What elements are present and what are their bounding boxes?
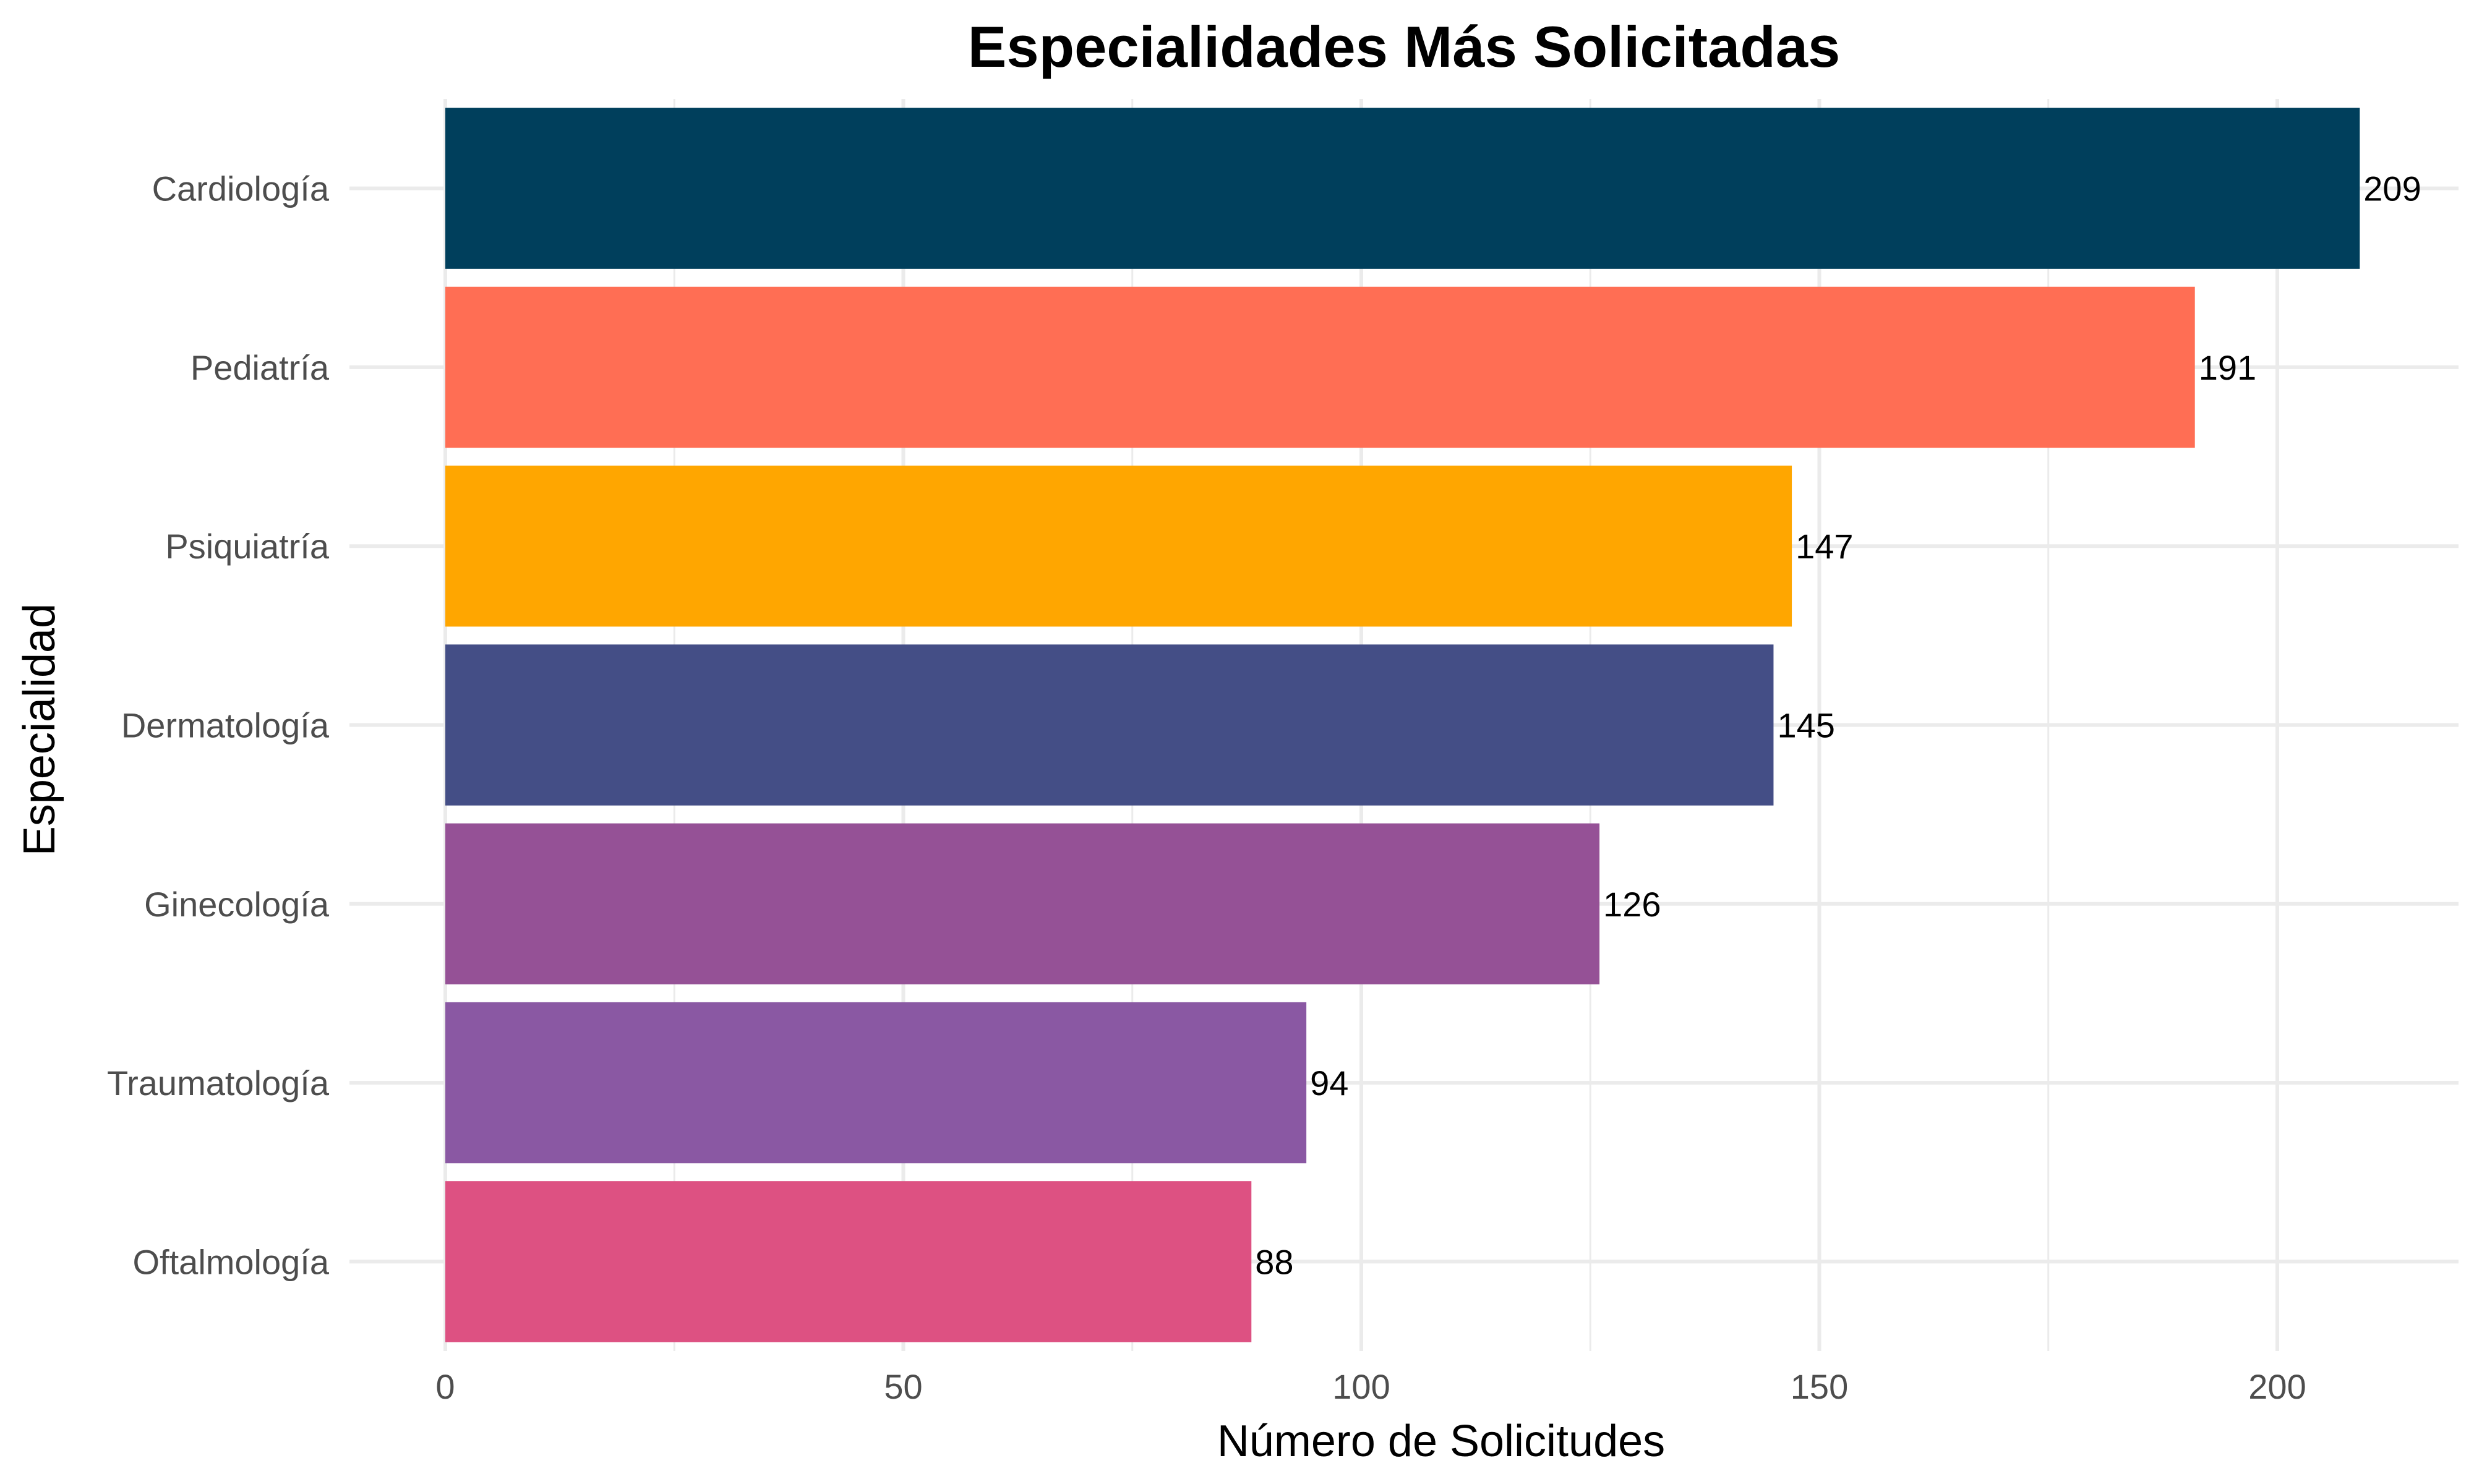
y-axis-ticks: Cardiología Pediatría Psiquiatría Dermatolo… (107, 169, 330, 1282)
x-tick-label: 0 (435, 1367, 455, 1406)
bar (445, 1181, 1252, 1342)
bar-data-label: 145 (1777, 706, 1834, 745)
bar (445, 644, 1774, 806)
data-labels: 209 191 147 145 126 94 88 (1255, 169, 2421, 1282)
bar-data-label: 126 (1603, 885, 1661, 924)
x-axis-ticks: 0 50 100 150 200 (435, 1367, 2306, 1406)
bar-data-label: 94 (1310, 1064, 1348, 1102)
bar-data-label: 88 (1255, 1242, 1293, 1281)
y-tick-label: Psiquiatría (165, 527, 329, 566)
y-tick-label: Dermatología (121, 706, 330, 745)
x-tick-label: 100 (1332, 1367, 1390, 1406)
bar-data-label: 191 (2199, 348, 2256, 387)
bar (445, 286, 2195, 448)
bar-data-label: 147 (1796, 527, 1853, 566)
x-axis-title: Número de Solicitudes (1217, 1417, 1665, 1466)
x-tick-label: 150 (1791, 1367, 1848, 1406)
y-tick-label: Cardiología (152, 169, 330, 208)
y-axis-title: Especialidad (15, 603, 64, 856)
y-tick-label: Oftalmología (133, 1242, 330, 1281)
x-tick-label: 200 (2248, 1367, 2306, 1406)
bar (445, 108, 2360, 269)
bar (445, 823, 1600, 984)
y-tick-label: Ginecología (144, 885, 330, 924)
bar (445, 1002, 1307, 1164)
y-tick-label: Traumatología (107, 1064, 330, 1102)
bars (445, 108, 2360, 1342)
chart-title: Especialidades Más Solicitadas (968, 14, 1841, 79)
bar-data-label: 209 (2363, 169, 2421, 208)
y-tick-label: Pediatría (190, 348, 330, 387)
x-tick-label: 50 (884, 1367, 922, 1406)
bar (445, 466, 1792, 627)
